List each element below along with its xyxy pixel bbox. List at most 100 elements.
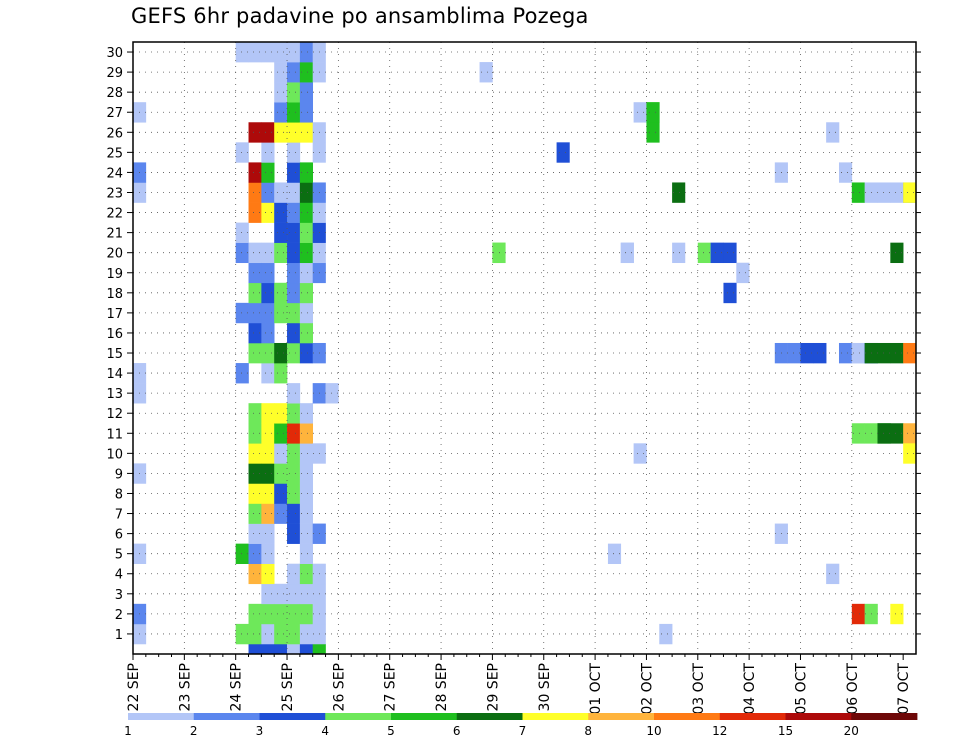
heatmap-cell <box>492 242 506 264</box>
y-tick-label: 16 <box>106 327 123 342</box>
x-tick-label: 25 SEP <box>280 663 296 711</box>
legend-swatch <box>719 713 786 720</box>
heatmap-cell <box>620 242 634 264</box>
heatmap-cell <box>261 443 275 464</box>
heatmap-cell <box>813 342 827 364</box>
heatmap-cell <box>274 122 288 143</box>
heatmap-cell <box>672 242 686 264</box>
heatmap-cell <box>248 242 262 264</box>
heatmap-cell <box>287 102 301 123</box>
heatmap-cell <box>299 503 314 524</box>
y-tick-label: 3 <box>115 588 123 603</box>
heatmap-cell <box>274 282 288 304</box>
heatmap-cell <box>633 443 647 464</box>
x-tick-label: 02 OCT <box>639 663 655 715</box>
heatmap-cell <box>299 242 314 264</box>
x-tick-label: 23 SEP <box>177 663 193 711</box>
heatmap-cell <box>248 403 262 424</box>
heatmap-cell <box>274 182 288 203</box>
legend-swatch <box>522 713 589 720</box>
heatmap-cell <box>261 483 275 504</box>
heatmap-cell <box>261 142 275 163</box>
heatmap-cell <box>235 363 249 384</box>
heatmap-cell <box>890 242 904 264</box>
heatmap-cell <box>274 423 288 444</box>
y-tick-label: 11 <box>106 427 123 442</box>
heatmap-cell <box>261 603 275 625</box>
heatmap-cell <box>261 122 275 143</box>
heatmap-cell <box>248 182 262 203</box>
heatmap-cell <box>287 42 301 63</box>
heatmap-cell <box>261 503 275 524</box>
heatmap-cell <box>274 463 288 484</box>
heatmap-cell <box>890 423 904 444</box>
legend-swatch <box>259 713 326 720</box>
heatmap-cell <box>248 443 262 464</box>
legend-swatch <box>785 713 852 720</box>
heatmap-cell <box>248 262 262 284</box>
heatmap-cell <box>248 623 262 645</box>
heatmap-cell <box>248 342 262 364</box>
heatmap-cell <box>274 363 288 384</box>
heatmap-cell <box>312 643 326 655</box>
x-tick-label: 30 SEP <box>537 663 553 711</box>
heatmap-cell <box>274 603 288 625</box>
heatmap-cell <box>287 623 301 645</box>
heatmap-cell <box>851 342 865 364</box>
y-tick-label: 20 <box>106 247 123 262</box>
y-tick-label: 6 <box>115 528 123 543</box>
heatmap-cell <box>261 342 275 364</box>
heatmap-cell <box>697 242 711 264</box>
x-tick-label: 26 SEP <box>331 663 347 711</box>
heatmap-cell <box>723 242 737 264</box>
y-tick-label: 7 <box>115 508 123 523</box>
heatmap-cell <box>248 162 262 183</box>
heatmap-cell <box>287 302 301 324</box>
heatmap-cell <box>248 463 262 484</box>
heatmap-cell <box>248 483 262 504</box>
heatmap-cell <box>287 122 301 143</box>
heatmap-cell <box>274 222 288 243</box>
heatmap-cell <box>248 122 262 143</box>
heatmap-cell <box>274 503 288 524</box>
heatmap-cell <box>287 603 301 625</box>
legend-label: 10 <box>646 724 661 738</box>
heatmap-cell <box>299 282 314 304</box>
heatmap-cell <box>299 623 314 645</box>
heatmap-cell <box>274 342 288 364</box>
heatmap-cell <box>299 222 314 243</box>
heatmap-cell <box>261 282 275 304</box>
heatmap-cell <box>261 523 275 544</box>
heatmap-cell <box>274 302 288 324</box>
heatmap-cell <box>248 603 262 625</box>
heatmap-cell <box>261 403 275 424</box>
x-tick-label: 22 SEP <box>126 663 142 711</box>
y-tick-label: 4 <box>115 568 123 583</box>
heatmap-cell <box>248 543 262 565</box>
heatmap-cell <box>299 182 314 203</box>
heatmap-cell <box>672 182 686 203</box>
heatmap-cell <box>261 423 275 444</box>
heatmap-cell <box>299 302 314 324</box>
heatmap-cell <box>235 242 249 264</box>
heatmap-cell <box>299 523 314 544</box>
heatmap-cell <box>287 322 301 344</box>
heatmap-cell <box>274 483 288 504</box>
heatmap-cell <box>274 403 288 424</box>
heatmap-cell <box>261 42 275 63</box>
heatmap-cell <box>903 443 917 464</box>
heatmap-cell <box>826 122 840 143</box>
heatmap-cell <box>299 82 314 103</box>
y-tick-label: 10 <box>106 447 123 462</box>
y-tick-label: 5 <box>115 548 123 563</box>
heatmap-cell <box>287 62 301 83</box>
y-tick-label: 27 <box>106 106 123 121</box>
heatmap-cell <box>299 342 314 364</box>
heatmap-cell <box>646 102 660 123</box>
y-tick-label: 17 <box>106 307 123 322</box>
heatmap-cell <box>248 643 262 655</box>
legend-swatch <box>325 713 392 720</box>
y-tick-label: 29 <box>106 66 123 81</box>
x-tick-label: 07 OCT <box>896 663 912 715</box>
heatmap-cell <box>287 503 301 524</box>
